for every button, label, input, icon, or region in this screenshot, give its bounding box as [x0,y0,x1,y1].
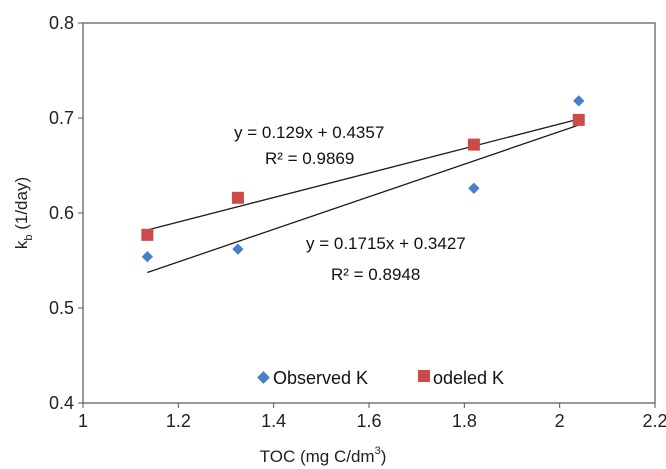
x-axis-label: TOC (mg C/dm3) [260,445,387,466]
x-tick-label: 1.6 [356,411,381,431]
data-points [141,95,585,263]
modeled-point [231,191,244,204]
plot-area [82,22,656,404]
y-tick-label: 0.5 [49,298,74,318]
trendlines [147,118,579,274]
modeled-point [572,113,585,126]
x-tick-label: 2.2 [642,411,666,431]
legend-modeled-label: odeled K [433,368,504,388]
modeled-trend-r2: R² = 0.9869 [265,149,354,168]
legend-modeled-marker [418,370,430,382]
modeled-trendline [147,118,579,231]
x-tick-label: 1 [78,411,88,431]
y-tick-label: 0.4 [49,393,74,413]
tick-labels: 1 1.2 1.4 1.6 1.8 2 2.2 0.4 0.5 0.6 0.7 0.8 [49,13,666,431]
legend-observed-marker [257,371,270,384]
observed-point [232,243,244,255]
x-tick-label: 1.8 [452,411,477,431]
y-axis-label: kb (1/day) [12,177,35,249]
y-tick-label: 0.7 [49,108,74,128]
x-tick-label: 1.2 [166,411,191,431]
modeled-trend-equation: y = 0.129x + 0.4357 [234,123,384,142]
legend-observed-label: Observed K [273,368,368,388]
observed-trend-equation: y = 0.1715x + 0.3427 [306,234,466,253]
legend: Observed K odeled K [257,368,504,388]
modeled-point [141,228,154,241]
y-tick-label: 0.8 [49,13,74,33]
y-tick-label: 0.6 [49,203,74,223]
modeled-point [467,138,480,151]
x-tick-label: 2 [555,411,565,431]
observed-trend-r2: R² = 0.8948 [331,265,420,284]
observed-point [468,182,480,194]
observed-trendline [147,124,579,274]
x-tick-label: 1.4 [261,411,286,431]
